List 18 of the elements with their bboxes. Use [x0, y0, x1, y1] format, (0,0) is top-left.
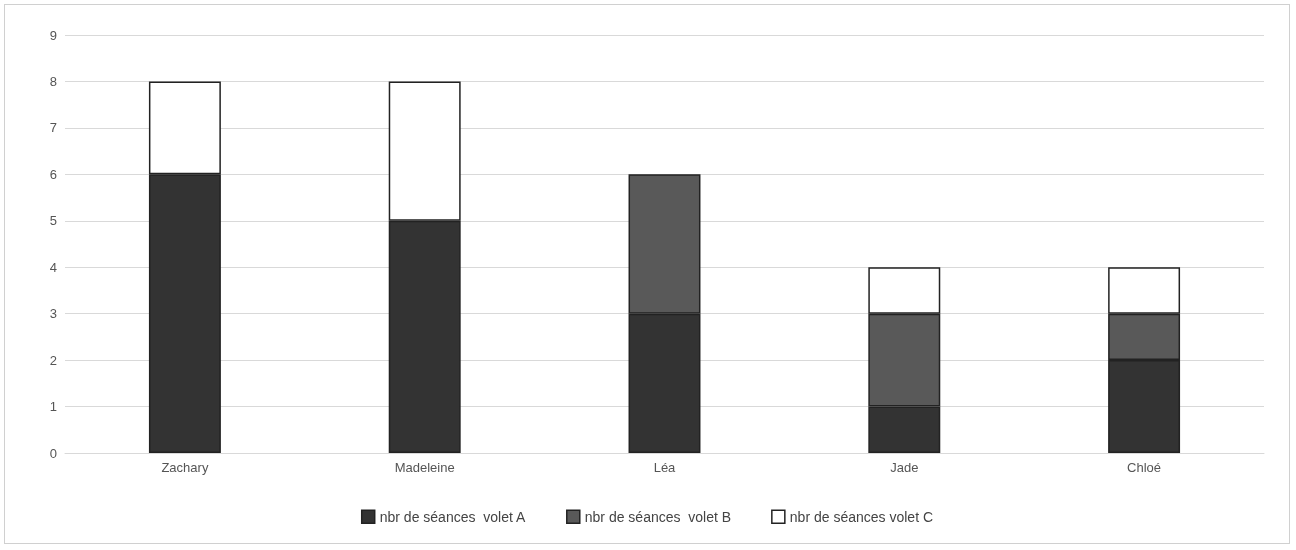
y-tick-label: 0 — [49, 445, 57, 461]
x-tick-label: Jade — [890, 460, 919, 475]
y-tick-label: 5 — [49, 213, 57, 229]
y-tick-label: 4 — [49, 259, 57, 275]
x-tick-label: Zachary — [161, 460, 209, 475]
legend-label: nbr de séances volet B — [584, 508, 732, 525]
y-tick-label: 6 — [49, 166, 57, 182]
x-tick-label: Madeleine — [394, 460, 455, 475]
y-tick-label: 1 — [49, 399, 57, 415]
y-tick-label: 3 — [49, 306, 57, 322]
legend-label: nbr de séances volet A — [379, 508, 526, 525]
x-tick-label: Léa — [653, 460, 677, 475]
x-tick-label: Chloé — [1127, 460, 1162, 475]
legend-label: nbr de séances volet C — [789, 508, 934, 525]
y-tick-label: 8 — [49, 73, 57, 89]
y-tick-label: 2 — [49, 352, 57, 368]
y-tick-label: 7 — [49, 120, 57, 136]
y-tick-label: 9 — [49, 27, 57, 43]
